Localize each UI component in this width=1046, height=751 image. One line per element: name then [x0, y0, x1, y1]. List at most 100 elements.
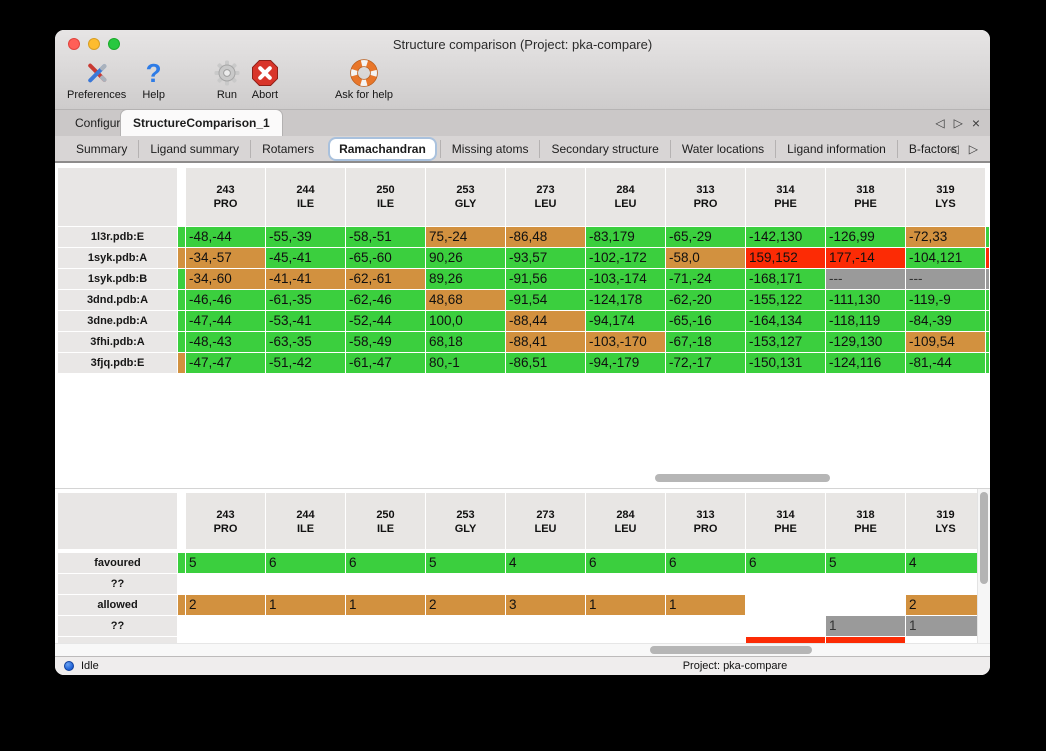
- data-cell[interactable]: -34,-57: [186, 248, 265, 268]
- data-cell[interactable]: -61,-47: [346, 353, 425, 373]
- data-cell[interactable]: 75,-24: [426, 227, 505, 247]
- data-cell[interactable]: [346, 616, 425, 636]
- data-cell[interactable]: [266, 616, 345, 636]
- data-cell[interactable]: [506, 616, 585, 636]
- data-cell[interactable]: -58,-49: [346, 332, 425, 352]
- data-cell[interactable]: 2: [426, 595, 505, 615]
- data-cell[interactable]: -81,-44: [906, 353, 985, 373]
- data-cell[interactable]: -58,0: [666, 248, 745, 268]
- data-cell[interactable]: 1: [906, 616, 985, 636]
- data-cell[interactable]: -48,-43: [186, 332, 265, 352]
- subtab-b-factors[interactable]: B-factors: [896, 139, 968, 158]
- column-header[interactable]: 284 LEU: [586, 493, 665, 549]
- data-cell[interactable]: [746, 637, 825, 643]
- column-header[interactable]: 319 LYS: [906, 493, 985, 549]
- data-cell[interactable]: [666, 616, 745, 636]
- data-cell[interactable]: 1: [586, 595, 665, 615]
- row-label[interactable]: ??: [58, 616, 177, 636]
- column-header[interactable]: 273 LEU: [506, 493, 585, 549]
- subtab-ligand-information[interactable]: Ligand information: [775, 139, 897, 158]
- data-cell[interactable]: -47,-47: [186, 353, 265, 373]
- data-cell[interactable]: -65,-60: [346, 248, 425, 268]
- data-cell[interactable]: -109,54: [906, 332, 985, 352]
- data-cell[interactable]: 6: [746, 553, 825, 573]
- data-cell[interactable]: [586, 574, 665, 594]
- data-cell[interactable]: -129,130: [826, 332, 905, 352]
- data-cell[interactable]: [426, 616, 505, 636]
- data-cell[interactable]: [266, 574, 345, 594]
- data-cell[interactable]: -61,-35: [266, 290, 345, 310]
- ask-for-help-button[interactable]: Ask for help: [335, 57, 393, 101]
- data-cell[interactable]: [506, 574, 585, 594]
- data-cell[interactable]: [426, 574, 505, 594]
- horizontal-scrollbar[interactable]: [55, 643, 990, 656]
- column-header[interactable]: 313 PRO: [666, 168, 745, 226]
- tab-close-icon[interactable]: ×: [971, 115, 980, 131]
- column-header[interactable]: 253 GLY: [426, 168, 505, 226]
- data-cell[interactable]: -150,131: [746, 353, 825, 373]
- row-label[interactable]: 3dnd.pdb:A: [58, 290, 177, 310]
- data-cell[interactable]: [826, 637, 905, 643]
- data-cell[interactable]: -58,-51: [346, 227, 425, 247]
- data-cell[interactable]: [186, 574, 265, 594]
- row-label[interactable]: allowed: [58, 595, 177, 615]
- data-cell[interactable]: -83,179: [586, 227, 665, 247]
- data-cell[interactable]: -45,-41: [266, 248, 345, 268]
- data-cell[interactable]: -164,134: [746, 311, 825, 331]
- data-cell[interactable]: [746, 595, 825, 615]
- data-cell[interactable]: -103,-170: [586, 332, 665, 352]
- data-cell[interactable]: -41,-41: [266, 269, 345, 289]
- data-cell[interactable]: -52,-44: [346, 311, 425, 331]
- data-cell[interactable]: [666, 637, 745, 643]
- row-label[interactable]: [58, 637, 177, 643]
- data-cell[interactable]: -86,51: [506, 353, 585, 373]
- data-cell[interactable]: -67,-18: [666, 332, 745, 352]
- column-header[interactable]: 253 GLY: [426, 493, 505, 549]
- data-cell[interactable]: -88,41: [506, 332, 585, 352]
- column-header[interactable]: 250 ILE: [346, 168, 425, 226]
- data-cell[interactable]: -48,-44: [186, 227, 265, 247]
- data-cell[interactable]: -94,174: [586, 311, 665, 331]
- data-cell[interactable]: -118,119: [826, 311, 905, 331]
- data-cell[interactable]: [826, 574, 905, 594]
- data-cell[interactable]: [666, 574, 745, 594]
- column-header[interactable]: 313 PRO: [666, 493, 745, 549]
- abort-button[interactable]: Abort: [251, 57, 279, 101]
- row-label[interactable]: favoured: [58, 553, 177, 573]
- data-cell[interactable]: [186, 637, 265, 643]
- subtab-summary[interactable]: Summary: [76, 141, 128, 156]
- data-cell[interactable]: -91,54: [506, 290, 585, 310]
- data-cell[interactable]: 159,152: [746, 248, 825, 268]
- tab-configure[interactable]: Configure: [75, 116, 128, 130]
- data-cell[interactable]: -53,-41: [266, 311, 345, 331]
- data-cell[interactable]: -63,-35: [266, 332, 345, 352]
- data-cell[interactable]: [346, 637, 425, 643]
- data-cell[interactable]: -86,48: [506, 227, 585, 247]
- row-label[interactable]: 3dne.pdb:A: [58, 311, 177, 331]
- data-cell[interactable]: -103,-174: [586, 269, 665, 289]
- help-button[interactable]: ? Help: [142, 57, 165, 101]
- data-cell[interactable]: 80,-1: [426, 353, 505, 373]
- column-header[interactable]: 250 ILE: [346, 493, 425, 549]
- subtab-ramachandran[interactable]: Ramachandran: [331, 139, 434, 158]
- data-cell[interactable]: [826, 595, 905, 615]
- data-cell[interactable]: 3: [506, 595, 585, 615]
- data-cell[interactable]: -102,-172: [586, 248, 665, 268]
- data-cell[interactable]: -93,57: [506, 248, 585, 268]
- data-cell[interactable]: 4: [906, 553, 985, 573]
- row-label[interactable]: ??: [58, 574, 177, 594]
- data-cell[interactable]: -111,130: [826, 290, 905, 310]
- data-cell[interactable]: -168,171: [746, 269, 825, 289]
- data-cell[interactable]: 1: [266, 595, 345, 615]
- data-cell[interactable]: -142,130: [746, 227, 825, 247]
- column-header[interactable]: 273 LEU: [506, 168, 585, 226]
- data-cell[interactable]: 1: [826, 616, 905, 636]
- data-cell[interactable]: -119,-9: [906, 290, 985, 310]
- data-cell[interactable]: -62,-20: [666, 290, 745, 310]
- data-cell[interactable]: 1: [666, 595, 745, 615]
- data-cell[interactable]: 5: [426, 553, 505, 573]
- row-label[interactable]: 1l3r.pdb:E: [58, 227, 177, 247]
- data-cell[interactable]: 89,26: [426, 269, 505, 289]
- tab-structurecomparison-1[interactable]: StructureComparison_1: [121, 110, 282, 136]
- preferences-button[interactable]: Preferences: [67, 57, 126, 101]
